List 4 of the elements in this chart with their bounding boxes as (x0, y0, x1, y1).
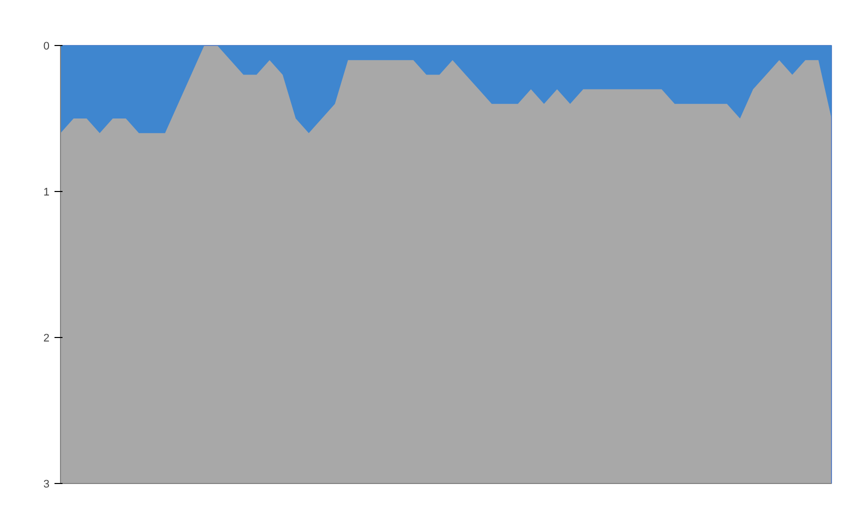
y-tick-label: 0 (43, 40, 50, 52)
y-tick-label: 3 (43, 478, 50, 490)
y-tick-label: 2 (43, 332, 50, 344)
y-tick-label: 1 (43, 186, 50, 198)
